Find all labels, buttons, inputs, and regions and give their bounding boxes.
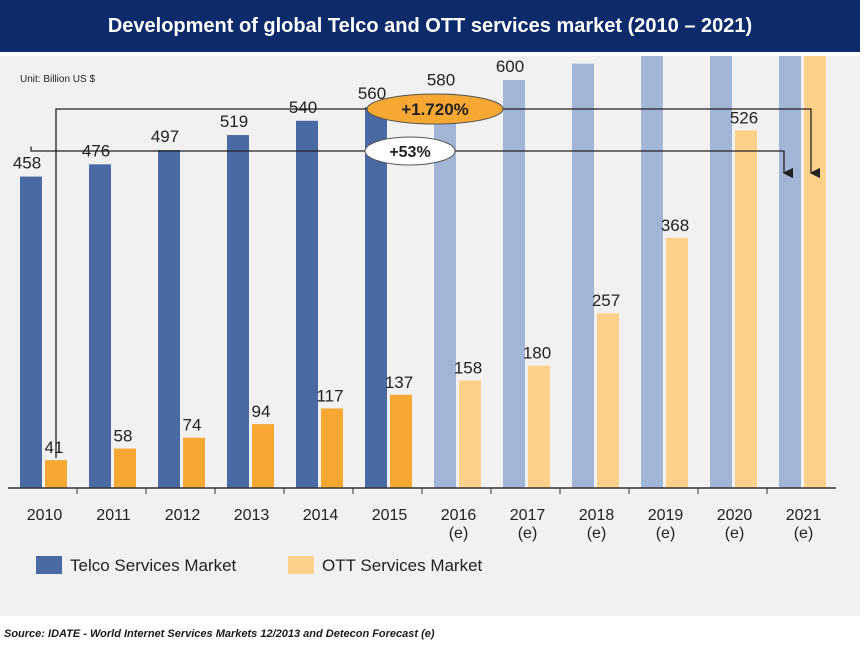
telco-bar — [20, 176, 42, 488]
telco-bar — [710, 56, 732, 488]
telco-bar — [158, 150, 180, 488]
unit-label: Unit: Billion US $ — [20, 74, 95, 85]
telco-bar — [89, 164, 111, 488]
telco-bar — [296, 120, 318, 489]
telco-bar — [779, 56, 801, 488]
source-note: Source: IDATE - World Internet Services … — [4, 628, 435, 640]
ott-value-label: 526 — [730, 108, 758, 127]
ott-bar — [597, 313, 619, 488]
ott-bar — [528, 365, 550, 488]
telco-bar — [572, 63, 594, 489]
ott-value-label: 180 — [523, 344, 551, 363]
category-label: (e) — [587, 525, 607, 542]
category-label: 2019 — [648, 507, 684, 524]
ott-bar — [114, 448, 136, 488]
telco-value-label: 624 — [565, 56, 593, 60]
ott-value-label: 41 — [45, 438, 64, 457]
telco-bar — [227, 135, 249, 488]
ott-value-label: 94 — [252, 402, 271, 421]
category-label: 2011 — [96, 507, 131, 524]
category-label: 2020 — [717, 507, 753, 524]
category-label: 2018 — [579, 507, 615, 524]
category-label: 2012 — [165, 507, 201, 524]
chart-panel: Unit: Billion US $458 41 2010 476 58 2011 497 7… — [0, 56, 860, 616]
category-label: 2015 — [372, 507, 408, 524]
category-label: 2016 — [441, 507, 477, 524]
legend-label-telco: Telco Services Market — [70, 556, 237, 575]
category-label: (e) — [656, 525, 676, 542]
category-label: 2014 — [303, 507, 339, 524]
category-label: 2017 — [510, 507, 546, 524]
telco-growth-text: +53% — [389, 144, 430, 161]
chart-title: Development of global Telco and OTT serv… — [0, 0, 860, 52]
ott-bar — [804, 56, 826, 488]
ott-growth-badge — [366, 93, 504, 125]
telco-bar — [365, 107, 387, 488]
category-label: 2021 — [786, 507, 822, 524]
ott-bar — [45, 460, 67, 488]
ott-bar — [459, 380, 481, 488]
ott-growth-text: +1.720% — [401, 100, 469, 119]
ott-bar — [183, 437, 205, 488]
ott-value-label: 58 — [114, 427, 133, 446]
ott-value-label: 257 — [592, 291, 620, 310]
telco-bar — [434, 93, 456, 488]
category-label: (e) — [794, 525, 814, 542]
ott-bar — [666, 237, 688, 488]
legend-swatch-telco — [36, 556, 62, 574]
telco-value-label: 497 — [151, 127, 179, 146]
ott-bar — [321, 408, 343, 488]
legend-label-ott: OTT Services Market — [322, 556, 483, 575]
ott-bar — [252, 424, 274, 488]
ott-value-label: 368 — [661, 216, 689, 235]
category-label: (e) — [518, 525, 538, 542]
category-label: 2013 — [234, 507, 270, 524]
telco-value-label: 580 — [427, 71, 455, 90]
ott-bar — [735, 130, 757, 488]
category-label: (e) — [725, 525, 745, 542]
ott-value-label: 137 — [385, 373, 413, 392]
telco-value-label: 519 — [220, 112, 248, 131]
telco-value-label: 600 — [496, 57, 524, 76]
legend-swatch-ott — [288, 556, 314, 574]
ott-value-label: 117 — [316, 386, 343, 405]
telco-value-label: 560 — [358, 84, 386, 103]
telco-bar — [503, 80, 525, 488]
telco-value-label: 540 — [289, 98, 317, 117]
telco-growth-badge — [364, 136, 456, 166]
bar-chart: Unit: Billion US $4584120104765820114977… — [8, 56, 836, 575]
ott-value-label: 158 — [454, 359, 482, 378]
ott-bar — [390, 394, 412, 488]
category-label: 2010 — [27, 507, 63, 524]
telco-value-label: 458 — [13, 154, 41, 173]
ott-value-label: 74 — [183, 416, 202, 435]
telco-bar — [641, 56, 663, 489]
category-label: (e) — [449, 525, 469, 542]
